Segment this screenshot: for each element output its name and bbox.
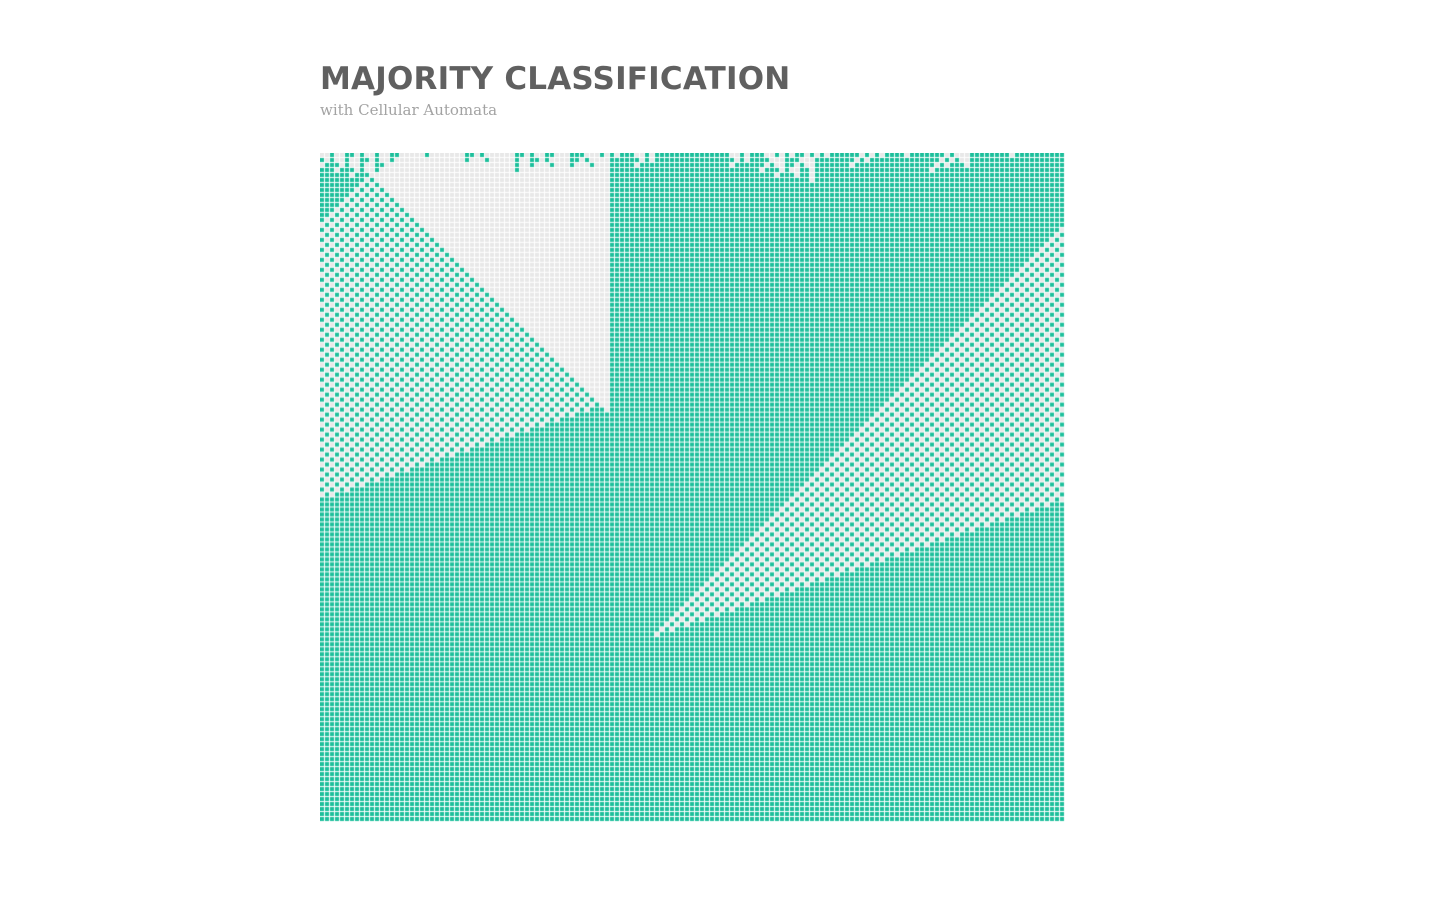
page-title: MAJORITY CLASSIFICATION [320,61,791,97]
header: MAJORITY CLASSIFICATION with Cellular Au… [320,60,790,120]
automaton-grid[interactable] [320,153,1065,822]
automaton-canvas[interactable] [320,153,1065,822]
page-subtitle: with Cellular Automata [320,101,498,119]
